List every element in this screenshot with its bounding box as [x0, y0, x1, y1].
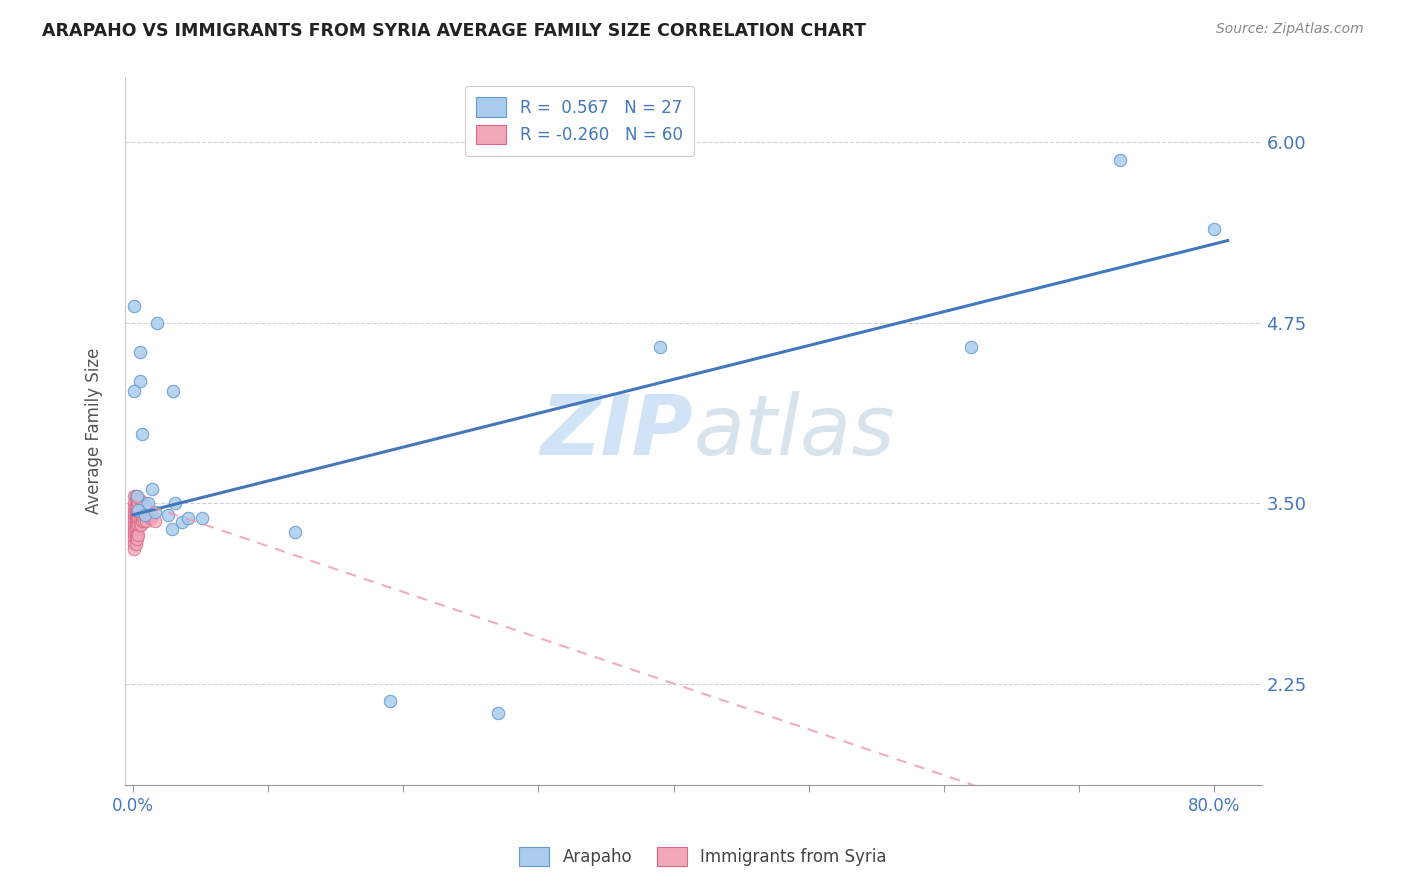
Point — [134, 499, 156, 513]
Point — [191, 510, 214, 524]
Point — [124, 508, 146, 522]
Point — [131, 499, 153, 513]
Point — [134, 508, 156, 522]
Point — [127, 505, 149, 519]
Point — [141, 482, 163, 496]
Point — [486, 706, 509, 720]
Point — [1204, 222, 1226, 236]
Legend: R =  0.567   N = 27, R = -0.260   N = 60: R = 0.567 N = 27, R = -0.260 N = 60 — [465, 86, 695, 156]
Point — [127, 503, 149, 517]
Point — [124, 522, 146, 536]
Point — [125, 499, 148, 513]
Point — [124, 505, 146, 519]
Point — [131, 508, 153, 522]
Y-axis label: Average Family Size: Average Family Size — [86, 348, 103, 515]
Point — [125, 505, 148, 519]
Point — [125, 528, 148, 542]
Point — [124, 517, 146, 532]
Point — [170, 515, 193, 529]
Point — [124, 533, 146, 547]
Point — [128, 374, 150, 388]
Point — [131, 427, 153, 442]
Point — [124, 522, 146, 536]
Point — [128, 344, 150, 359]
Point — [124, 514, 146, 528]
Text: ZIP: ZIP — [540, 391, 693, 472]
Point — [124, 525, 146, 540]
Point — [129, 517, 152, 532]
Point — [131, 514, 153, 528]
Point — [162, 384, 184, 398]
Text: atlas: atlas — [693, 391, 894, 472]
Point — [135, 503, 157, 517]
Point — [132, 505, 155, 519]
Text: ARAPAHO VS IMMIGRANTS FROM SYRIA AVERAGE FAMILY SIZE CORRELATION CHART: ARAPAHO VS IMMIGRANTS FROM SYRIA AVERAGE… — [42, 22, 866, 40]
Point — [124, 496, 146, 510]
Text: Source: ZipAtlas.com: Source: ZipAtlas.com — [1216, 22, 1364, 37]
Point — [124, 505, 146, 519]
Point — [125, 514, 148, 528]
Point — [124, 500, 146, 515]
Point — [127, 496, 149, 510]
Point — [648, 340, 671, 354]
Point — [135, 514, 157, 528]
Point — [143, 514, 166, 528]
Point — [146, 316, 169, 330]
Point — [124, 489, 146, 503]
Point — [125, 533, 148, 547]
Point — [128, 493, 150, 508]
Point — [125, 510, 148, 524]
Legend: Arapaho, Immigrants from Syria: Arapaho, Immigrants from Syria — [512, 840, 894, 873]
Point — [129, 499, 152, 513]
Point — [284, 525, 307, 540]
Point — [124, 514, 146, 528]
Point — [139, 510, 162, 524]
Point — [124, 496, 146, 510]
Point — [124, 528, 146, 542]
Point — [132, 514, 155, 528]
Point — [124, 542, 146, 557]
Point — [134, 499, 156, 513]
Point — [136, 496, 159, 510]
Point — [136, 503, 159, 517]
Point — [124, 384, 146, 398]
Point — [163, 496, 186, 510]
Point — [160, 522, 183, 536]
Point — [124, 537, 146, 551]
Point — [124, 489, 146, 503]
Point — [157, 508, 180, 522]
Point — [124, 510, 146, 524]
Point — [128, 503, 150, 517]
Point — [128, 517, 150, 532]
Point — [125, 493, 148, 508]
Point — [124, 517, 146, 532]
Point — [127, 517, 149, 532]
Point — [124, 510, 146, 524]
Point — [127, 510, 149, 524]
Point — [124, 500, 146, 515]
Point — [124, 528, 146, 542]
Point — [134, 508, 156, 522]
Point — [141, 508, 163, 522]
Point — [124, 533, 146, 547]
Point — [127, 528, 149, 542]
Point — [132, 496, 155, 510]
Point — [138, 508, 160, 522]
Point — [124, 299, 146, 313]
Point — [125, 517, 148, 532]
Point — [960, 340, 983, 354]
Point — [177, 510, 200, 524]
Point — [128, 510, 150, 524]
Point — [125, 489, 148, 503]
Point — [124, 508, 146, 522]
Point — [143, 505, 166, 519]
Point — [124, 537, 146, 551]
Point — [129, 508, 152, 522]
Point — [378, 694, 401, 708]
Point — [1108, 153, 1130, 167]
